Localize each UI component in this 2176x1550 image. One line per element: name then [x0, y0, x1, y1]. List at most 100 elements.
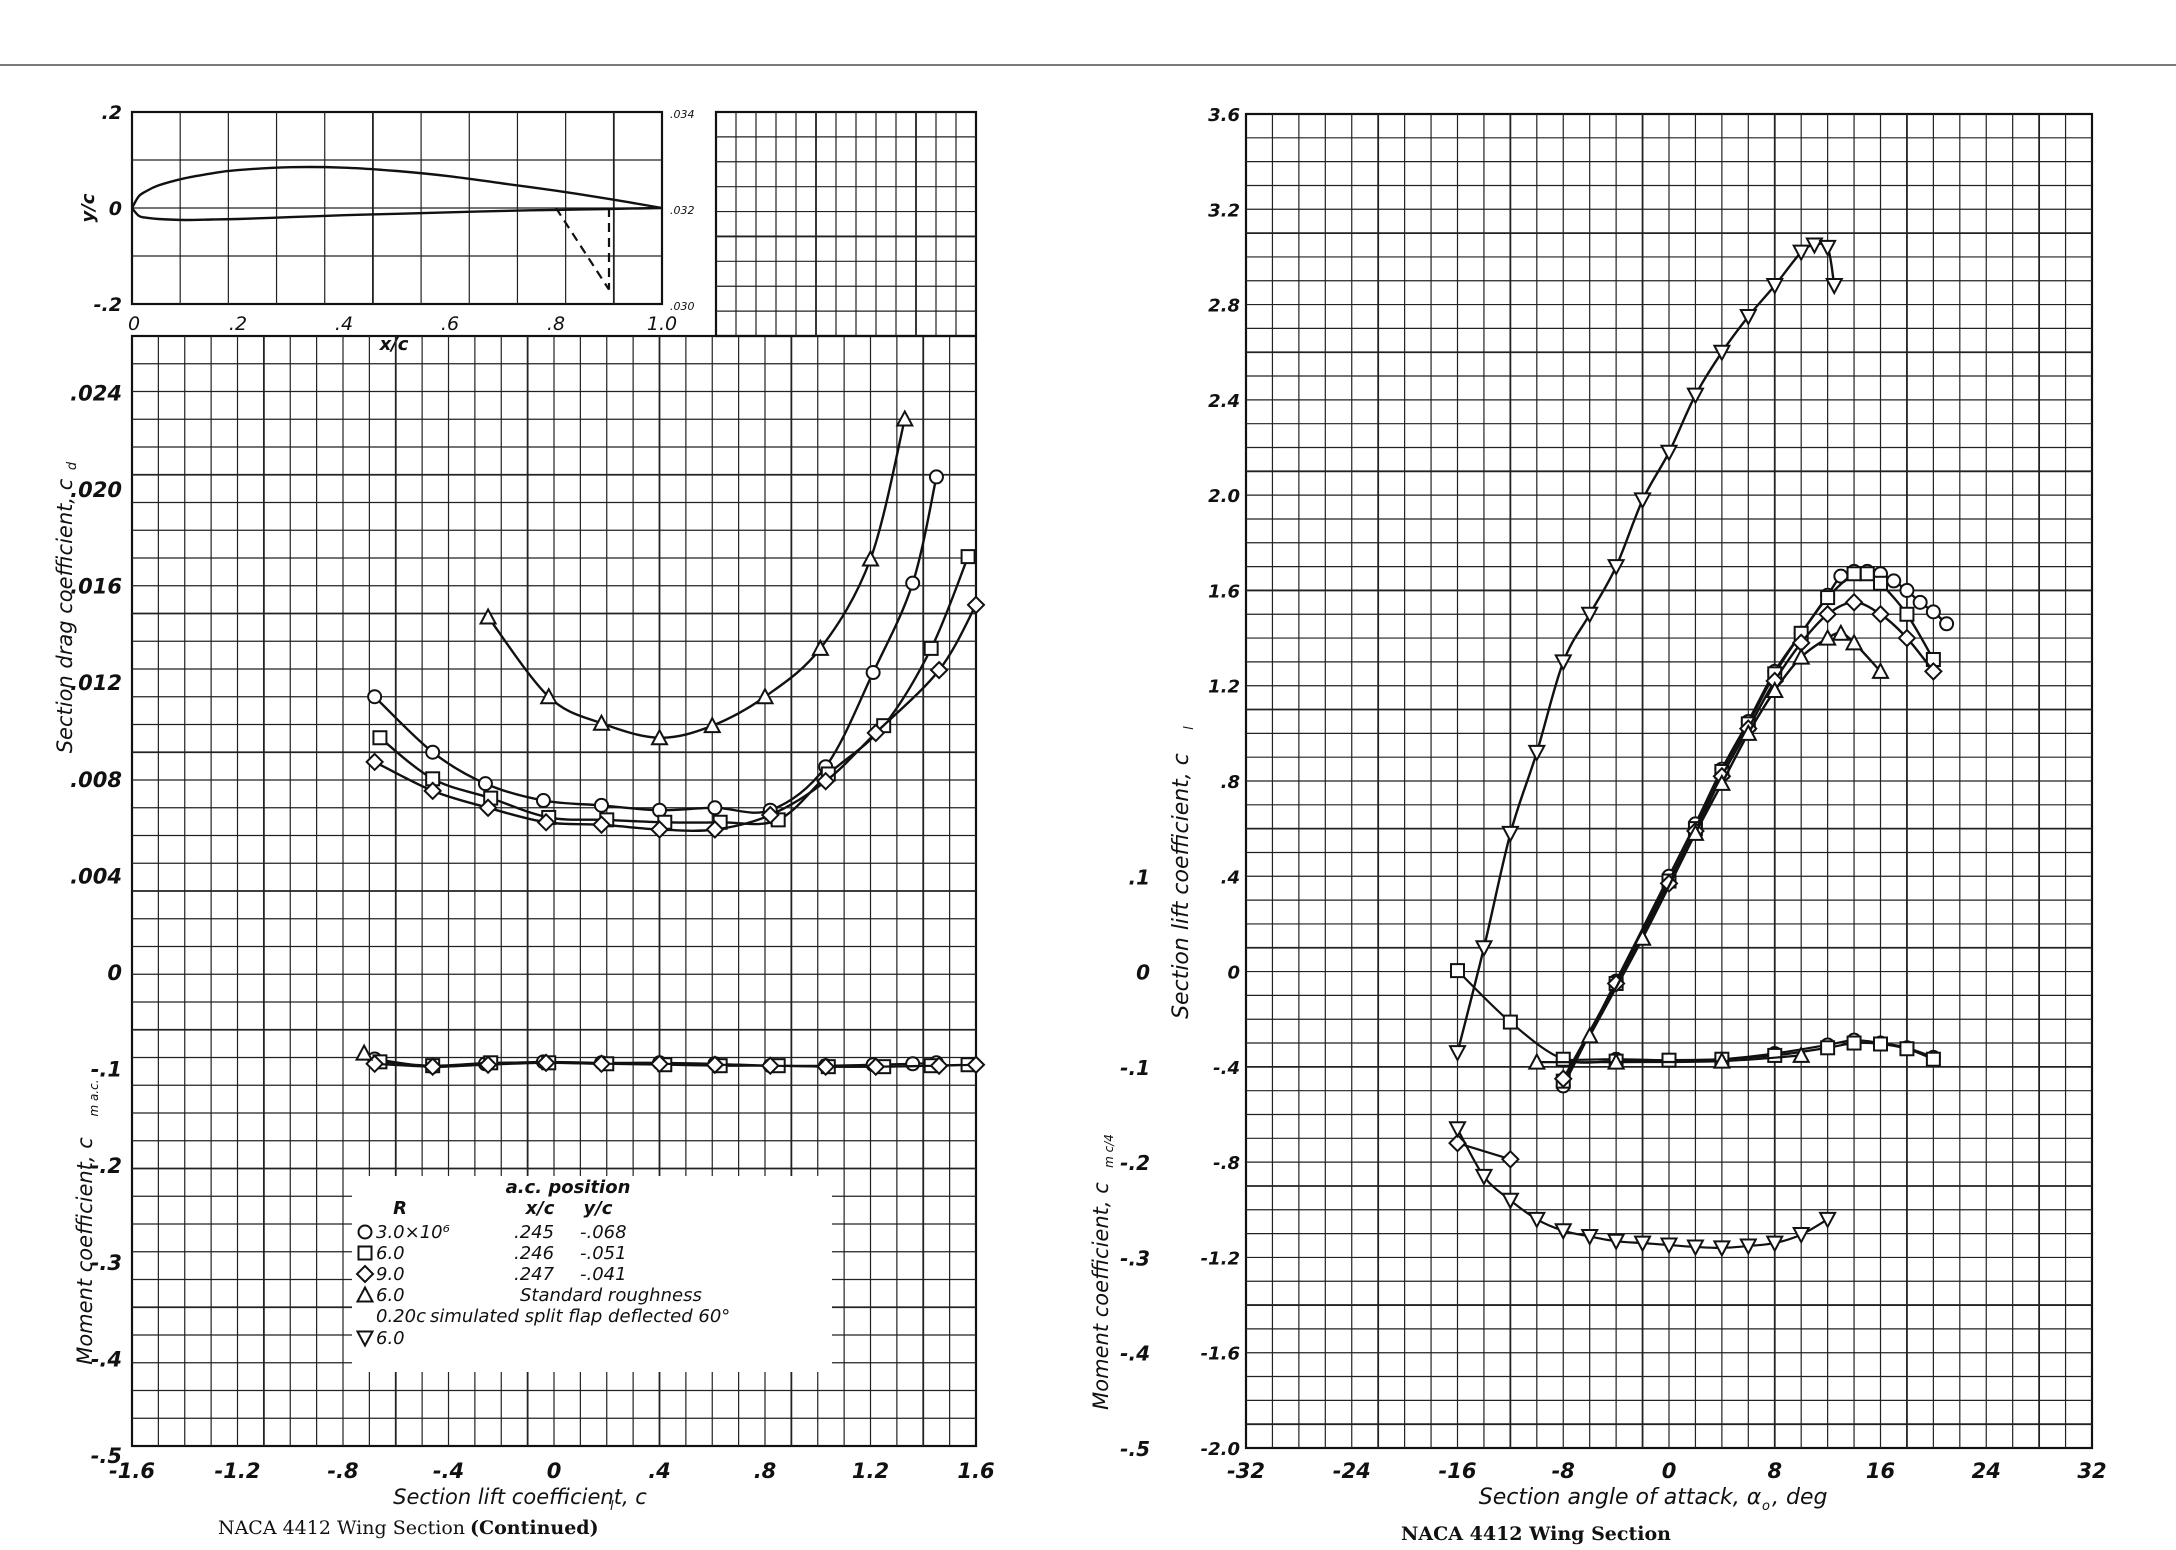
- lift-moment-tick-label: -.2: [1120, 1151, 1150, 1175]
- drag-point-diamond: [816, 771, 836, 791]
- lift-x-tick-label: -24: [1333, 1459, 1371, 1483]
- lift-point-square: [1820, 590, 1836, 606]
- lift-moment-point-square: [1661, 1052, 1677, 1068]
- lift-y-tick-label: 0: [1227, 963, 1240, 984]
- drag-y-tick-label: .016: [70, 575, 122, 599]
- drag-point-diamond: [966, 595, 986, 615]
- lift-point-triangle-down: [1501, 825, 1520, 844]
- legend-r-value: 6.0: [376, 1285, 405, 1306]
- moment-point-diamond: [966, 1055, 986, 1075]
- lift-y-tick-label: -.8: [1213, 1153, 1240, 1174]
- lift-point-diamond: [1553, 1069, 1573, 1089]
- drag-point-diamond: [760, 805, 780, 825]
- legend-yc-value: -.051: [580, 1243, 627, 1264]
- lift-point-diamond: [1923, 662, 1943, 681]
- lift-grid: [1244, 112, 2094, 1450]
- lift-moment-chart: -32 -24 -16 -8 0 8 16 24 32 3.6 3.2 2.8 2.4 2.0 1.6 1.2…: [1089, 105, 2107, 1545]
- lift-point-triangle-down: [1527, 744, 1546, 763]
- profile-right-tick-label: .034: [670, 108, 695, 121]
- lift-point-triangle: [1765, 680, 1784, 698]
- lift-point-diamond: [1818, 604, 1838, 624]
- drag-x-tick-label: 0: [547, 1459, 562, 1483]
- drag-point-circle: [593, 797, 609, 813]
- drag-point-circle: [865, 665, 881, 681]
- drag-point-square: [923, 640, 939, 656]
- profile-right-tick-label: .030: [670, 300, 695, 313]
- moment-y-tick-label: -.1: [91, 1058, 122, 1082]
- lift-y-tick-label: 1.2: [1208, 677, 1240, 698]
- drag-point-triangle: [895, 409, 914, 427]
- drag-point-triangle: [811, 638, 830, 656]
- drag-point-circle: [707, 800, 723, 816]
- lift-x-tick-label: 32: [2077, 1459, 2106, 1483]
- profile-right-tick-label: .032: [670, 204, 695, 217]
- lift-moment-point-triangle-down: [1554, 1223, 1573, 1241]
- profile-x-tick-label: 0: [128, 313, 140, 335]
- drag-point-circle: [477, 776, 493, 792]
- drag-point-diamond: [650, 820, 669, 839]
- lift-point-circle: [1939, 616, 1955, 632]
- drag-y-tick-label: .008: [70, 768, 122, 792]
- drag-point-triangle: [539, 687, 558, 705]
- legend-r-value: 3.0×10⁶: [376, 1222, 450, 1243]
- lift-y-tick-label: .4: [1221, 867, 1240, 888]
- lift-moment-tick-label: -.5: [1120, 1437, 1150, 1461]
- lift-point-square: [1873, 575, 1888, 591]
- lift-point-square: [1899, 606, 1915, 622]
- drag-point-circle: [535, 793, 551, 809]
- lift-moment-point-square: [1767, 1047, 1783, 1063]
- lift-point-triangle: [1712, 773, 1732, 791]
- lift-point-triangle-down: [1712, 344, 1732, 362]
- drag-point-diamond: [929, 660, 949, 680]
- moment-point-diamond: [705, 1055, 725, 1075]
- lift-moment-point-triangle-down: [1765, 1235, 1784, 1253]
- lift-point-diamond: [1871, 604, 1890, 624]
- lift-x-axis-label-sub: o: [1762, 1499, 1770, 1514]
- lift-point-circle: [1912, 594, 1928, 610]
- lift-point-triangle: [1818, 628, 1837, 646]
- lift-y-axis-label-sub: l: [1182, 726, 1197, 730]
- drag-grid-extension: [714, 110, 978, 338]
- drag-x-tick-label: .8: [754, 1459, 777, 1483]
- lift-point-triangle-down: [1686, 387, 1705, 405]
- legend-r-value: 0.20c: [376, 1306, 426, 1327]
- lift-moment-tick-label: .1: [1128, 865, 1150, 889]
- legend-marker-circle: [357, 1224, 373, 1240]
- moment-point-diamond: [816, 1057, 836, 1077]
- profile-x-tick-label: .6: [441, 313, 459, 335]
- legend-marker-triangle: [355, 1285, 375, 1303]
- drag-y-axis-label-sub: d: [65, 461, 80, 470]
- drag-point-triangle: [755, 687, 775, 705]
- lift-moment-point-triangle-down: [1606, 1233, 1626, 1251]
- drag-x-axis-label-sub: l: [610, 1499, 614, 1514]
- drag-point-square: [960, 549, 976, 565]
- lift-y-tick-label: 2.8: [1208, 296, 1240, 317]
- legend-marker-square: [357, 1245, 373, 1261]
- profile-grid: [130, 110, 664, 306]
- drag-x-tick-label: 1.6: [957, 1459, 994, 1483]
- lift-point-triangle-down: [1474, 940, 1494, 958]
- lift-point-triangle-down: [1448, 1045, 1467, 1063]
- drag-x-tick-label: -1.2: [215, 1459, 261, 1483]
- legend-marker-triangle-down: [355, 1330, 375, 1348]
- legend-background: [352, 1176, 832, 1372]
- drag-point-diamond: [423, 781, 443, 801]
- legend-yc-value: -.041: [580, 1264, 627, 1285]
- legend-col-xc: x/c: [525, 1198, 555, 1219]
- lift-point-square: [1859, 566, 1875, 582]
- legend-note: Standard roughness: [520, 1285, 702, 1306]
- profile-y-tick-label: 0: [109, 198, 122, 220]
- drag-point-circle: [905, 575, 921, 591]
- lift-point-triangle-down: [1792, 244, 1811, 262]
- profile-x-axis-label: x/c: [379, 334, 409, 355]
- figure: .2 .4 .6 .8 1.0 0 .2 0 -.2 .034 .032 .030 x/c y/c -1.…: [0, 66, 2176, 1546]
- legend-note: simulated split flap deflected 60°: [430, 1306, 730, 1327]
- drag-y-tick-label: 0: [107, 961, 122, 985]
- drag-point-triangle: [650, 728, 669, 746]
- lift-y-axis-label: Section lift coefficient, c: [1169, 753, 1194, 1019]
- drag-grid-extension-frame: [714, 110, 978, 338]
- moment-point-diamond: [760, 1056, 780, 1076]
- lift-point-triangle: [1844, 633, 1864, 651]
- drag-y-tick-label: .012: [70, 671, 122, 695]
- lift-moment-point-triangle: [1712, 1051, 1732, 1069]
